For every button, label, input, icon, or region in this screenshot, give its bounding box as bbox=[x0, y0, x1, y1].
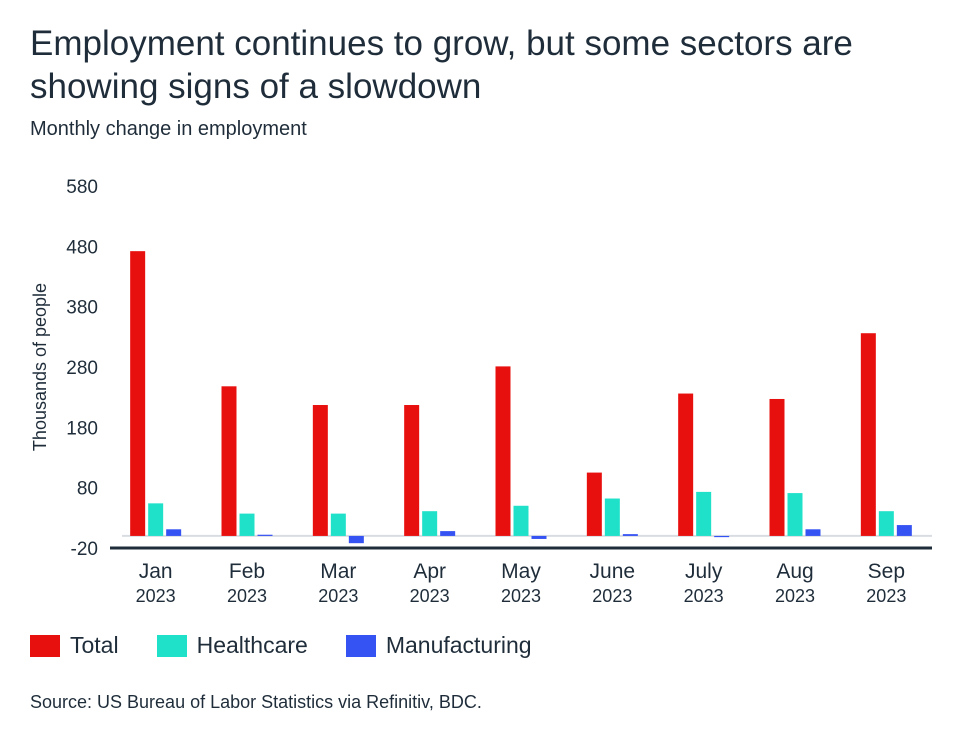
x-tick-year: 2023 bbox=[592, 586, 632, 606]
legend: Total Healthcare Manufacturing bbox=[30, 632, 570, 659]
legend-item-manufacturing: Manufacturing bbox=[345, 632, 532, 659]
y-tick-label: 180 bbox=[66, 418, 98, 439]
bar-total-may bbox=[495, 366, 511, 536]
bar-total-mar bbox=[312, 405, 328, 536]
bar-manufacturing-june bbox=[622, 534, 638, 536]
x-tick-month: Aug bbox=[776, 560, 813, 583]
chart-subtitle: Monthly change in employment bbox=[30, 118, 307, 140]
legend-swatch-manufacturing bbox=[345, 634, 376, 657]
legend-item-healthcare: Healthcare bbox=[156, 632, 308, 659]
x-tick-month: Apr bbox=[413, 560, 446, 583]
bar-manufacturing-mar bbox=[348, 535, 364, 544]
y-tick-label: 280 bbox=[66, 358, 98, 379]
bar-manufacturing-apr bbox=[440, 531, 456, 536]
x-tick-month: Sep bbox=[868, 560, 905, 583]
legend-swatch-healthcare bbox=[156, 634, 187, 657]
bar-manufacturing-july bbox=[714, 535, 730, 538]
chart-title: Employment continues to grow, but some s… bbox=[30, 24, 853, 106]
x-tick-year: 2023 bbox=[501, 586, 541, 606]
y-axis-label: Thousands of people bbox=[30, 283, 50, 451]
bar-manufacturing-feb bbox=[257, 534, 273, 536]
bar-healthcare-apr bbox=[422, 511, 438, 536]
x-tick-year: 2023 bbox=[866, 586, 906, 606]
bar-healthcare-jan bbox=[148, 503, 164, 536]
bar-healthcare-mar bbox=[330, 513, 346, 536]
x-tick-month: May bbox=[501, 560, 541, 583]
legend-label-total: Total bbox=[70, 632, 119, 658]
legend-item-total: Total bbox=[30, 632, 119, 659]
x-tick-year: 2023 bbox=[318, 586, 358, 606]
x-tick-month: July bbox=[685, 560, 723, 583]
x-tick-month: Jan bbox=[139, 560, 173, 583]
bar-total-sep bbox=[860, 333, 876, 536]
bar-total-aug bbox=[769, 398, 785, 536]
y-tick-label: 480 bbox=[66, 237, 98, 258]
bar-healthcare-june bbox=[604, 498, 620, 536]
x-tick-month: Mar bbox=[320, 560, 356, 583]
bar-healthcare-aug bbox=[787, 493, 803, 536]
bar-manufacturing-jan bbox=[166, 529, 182, 536]
y-tick-label: 380 bbox=[66, 298, 98, 319]
bar-manufacturing-sep bbox=[896, 525, 912, 536]
bar-healthcare-feb bbox=[239, 513, 255, 536]
bar-total-feb bbox=[221, 386, 237, 536]
x-tick-month: June bbox=[590, 560, 636, 583]
y-tick-label: 80 bbox=[77, 479, 98, 500]
x-tick-year: 2023 bbox=[775, 586, 815, 606]
x-tick-month: Feb bbox=[229, 560, 265, 583]
bar-total-apr bbox=[404, 405, 420, 536]
legend-swatch-total bbox=[30, 634, 60, 657]
bar-total-july bbox=[678, 393, 694, 536]
bar-healthcare-july bbox=[696, 491, 712, 536]
x-tick-year: 2023 bbox=[410, 586, 450, 606]
bar-manufacturing-aug bbox=[805, 529, 821, 536]
source-note: Source: US Bureau of Labor Statistics vi… bbox=[30, 692, 482, 712]
bar-total-june bbox=[586, 472, 602, 536]
bar-total-jan bbox=[130, 251, 146, 536]
y-tick-label: -20 bbox=[71, 539, 98, 560]
x-tick-year: 2023 bbox=[136, 586, 176, 606]
bar-chart: 580 480 380 280 180 80 -20 Thousands of people J… bbox=[30, 177, 932, 606]
y-tick-label: 580 bbox=[66, 177, 98, 198]
legend-label-healthcare: Healthcare bbox=[196, 632, 308, 658]
bar-healthcare-may bbox=[513, 505, 529, 536]
bar-manufacturing-may bbox=[531, 535, 547, 539]
x-tick-year: 2023 bbox=[227, 586, 267, 606]
x-tick-year: 2023 bbox=[684, 586, 724, 606]
bar-healthcare-sep bbox=[878, 511, 894, 536]
legend-label-manufacturing: Manufacturing bbox=[385, 632, 532, 658]
